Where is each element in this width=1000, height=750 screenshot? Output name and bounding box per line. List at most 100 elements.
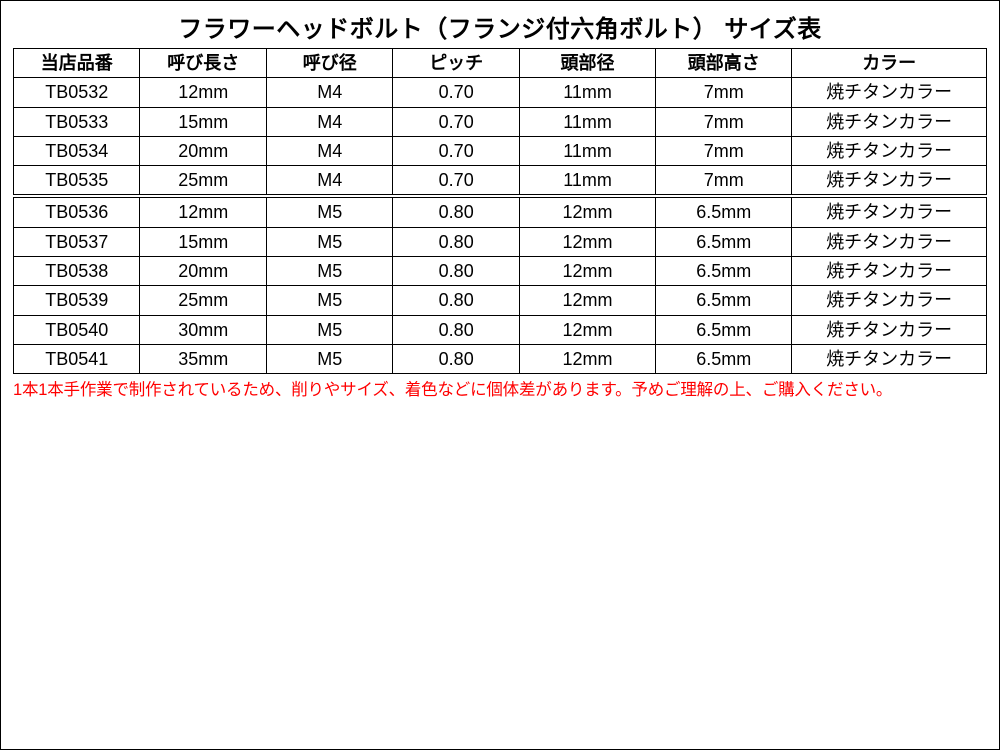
table-cell: 0.80 xyxy=(393,344,519,373)
table-header-row: 当店品番呼び長さ呼び径ピッチ頭部径頭部高さカラー xyxy=(14,49,987,78)
table-cell: 焼チタンカラー xyxy=(792,257,987,286)
table-cell: 25mm xyxy=(140,286,266,315)
table-cell: TB0537 xyxy=(14,227,140,256)
table-cell: TB0534 xyxy=(14,136,140,165)
table-cell: M4 xyxy=(266,78,392,107)
table-cell: M5 xyxy=(266,315,392,344)
table-header-cell: 当店品番 xyxy=(14,49,140,78)
table-cell: 焼チタンカラー xyxy=(792,166,987,197)
table-cell: 12mm xyxy=(140,78,266,107)
table-cell: 焼チタンカラー xyxy=(792,227,987,256)
table-cell: 12mm xyxy=(519,257,655,286)
table-row: TB053612mmM50.8012mm6.5mm焼チタンカラー xyxy=(14,196,987,227)
content: フラワーヘッドボルト（フランジ付六角ボルト） サイズ表 当店品番呼び長さ呼び径ピ… xyxy=(13,9,987,400)
table-cell: 0.70 xyxy=(393,166,519,197)
table-cell: 11mm xyxy=(519,166,655,197)
table-header-cell: カラー xyxy=(792,49,987,78)
table-cell: M5 xyxy=(266,196,392,227)
watermark-text: EALE xyxy=(253,506,444,636)
table-cell: 12mm xyxy=(519,227,655,256)
table-cell: 0.80 xyxy=(393,257,519,286)
table-cell: 焼チタンカラー xyxy=(792,136,987,165)
table-cell: M5 xyxy=(266,344,392,373)
table-row: TB054135mmM50.8012mm6.5mm焼チタンカラー xyxy=(14,344,987,373)
table-cell: M4 xyxy=(266,107,392,136)
table-cell: 35mm xyxy=(140,344,266,373)
table-body: TB053212mmM40.7011mm7mm焼チタンカラーTB053315mm… xyxy=(14,78,987,374)
table-cell: 0.80 xyxy=(393,315,519,344)
table-cell: 焼チタンカラー xyxy=(792,107,987,136)
table-cell: 6.5mm xyxy=(656,315,792,344)
table-cell: 焼チタンカラー xyxy=(792,286,987,315)
table-row: TB054030mmM50.8012mm6.5mm焼チタンカラー xyxy=(14,315,987,344)
table-cell: TB0533 xyxy=(14,107,140,136)
table-cell: 6.5mm xyxy=(656,344,792,373)
table-cell: M4 xyxy=(266,136,392,165)
table-cell: 11mm xyxy=(519,107,655,136)
table-cell: 15mm xyxy=(140,107,266,136)
table-row: TB053925mmM50.8012mm6.5mm焼チタンカラー xyxy=(14,286,987,315)
table-cell: 15mm xyxy=(140,227,266,256)
watermark-text: EALE xyxy=(0,506,124,636)
table-cell: 0.70 xyxy=(393,136,519,165)
table-cell: 25mm xyxy=(140,166,266,197)
table-cell: 0.70 xyxy=(393,78,519,107)
table-cell: TB0532 xyxy=(14,78,140,107)
table-row: TB053212mmM40.7011mm7mm焼チタンカラー xyxy=(14,78,987,107)
table-cell: TB0535 xyxy=(14,166,140,197)
table-cell: 7mm xyxy=(656,136,792,165)
table-header-cell: 頭部高さ xyxy=(656,49,792,78)
table-cell: 0.80 xyxy=(393,196,519,227)
table-cell: TB0539 xyxy=(14,286,140,315)
table-row: TB053315mmM40.7011mm7mm焼チタンカラー xyxy=(14,107,987,136)
page: EALEEALEEALEEALEEALEEALEEALEEALEEALEEALE… xyxy=(0,0,1000,750)
table-cell: 6.5mm xyxy=(656,286,792,315)
table-cell: 0.80 xyxy=(393,227,519,256)
watermark-text: EALE xyxy=(0,676,124,750)
table-row: TB053820mmM50.8012mm6.5mm焼チタンカラー xyxy=(14,257,987,286)
table-row: TB053525mmM40.7011mm7mm焼チタンカラー xyxy=(14,166,987,197)
table-row: TB053715mmM50.8012mm6.5mm焼チタンカラー xyxy=(14,227,987,256)
watermark-text: EALE xyxy=(893,506,1000,636)
table-header-cell: ピッチ xyxy=(393,49,519,78)
watermark-text: EALE xyxy=(253,676,444,750)
table-header-cell: 頭部径 xyxy=(519,49,655,78)
table-header-cell: 呼び径 xyxy=(266,49,392,78)
table-cell: TB0541 xyxy=(14,344,140,373)
table-cell: 6.5mm xyxy=(656,257,792,286)
table-cell: TB0538 xyxy=(14,257,140,286)
page-title: フラワーヘッドボルト（フランジ付六角ボルト） サイズ表 xyxy=(13,9,987,44)
watermark-text: EALE xyxy=(893,676,1000,750)
table-cell: TB0536 xyxy=(14,196,140,227)
table-cell: 7mm xyxy=(656,107,792,136)
table-cell: 7mm xyxy=(656,78,792,107)
table-cell: 11mm xyxy=(519,136,655,165)
size-table: 当店品番呼び長さ呼び径ピッチ頭部径頭部高さカラー TB053212mmM40.7… xyxy=(13,48,987,374)
table-row: TB053420mmM40.7011mm7mm焼チタンカラー xyxy=(14,136,987,165)
table-cell: M5 xyxy=(266,286,392,315)
table-cell: M5 xyxy=(266,257,392,286)
table-cell: M5 xyxy=(266,227,392,256)
table-cell: 20mm xyxy=(140,136,266,165)
table-cell: 7mm xyxy=(656,166,792,197)
table-cell: 焼チタンカラー xyxy=(792,315,987,344)
watermark-text: EALE xyxy=(573,676,764,750)
table-header-cell: 呼び長さ xyxy=(140,49,266,78)
table-cell: 12mm xyxy=(519,344,655,373)
table-cell: 11mm xyxy=(519,78,655,107)
table-cell: 6.5mm xyxy=(656,196,792,227)
table-cell: 0.80 xyxy=(393,286,519,315)
table-cell: 12mm xyxy=(519,286,655,315)
table-cell: 12mm xyxy=(140,196,266,227)
table-cell: TB0540 xyxy=(14,315,140,344)
table-cell: M4 xyxy=(266,166,392,197)
watermark-text: EALE xyxy=(573,506,764,636)
table-cell: 12mm xyxy=(519,315,655,344)
table-cell: 焼チタンカラー xyxy=(792,78,987,107)
table-cell: 焼チタンカラー xyxy=(792,196,987,227)
table-cell: 0.70 xyxy=(393,107,519,136)
table-cell: 6.5mm xyxy=(656,227,792,256)
table-cell: 12mm xyxy=(519,196,655,227)
table-cell: 焼チタンカラー xyxy=(792,344,987,373)
table-cell: 20mm xyxy=(140,257,266,286)
